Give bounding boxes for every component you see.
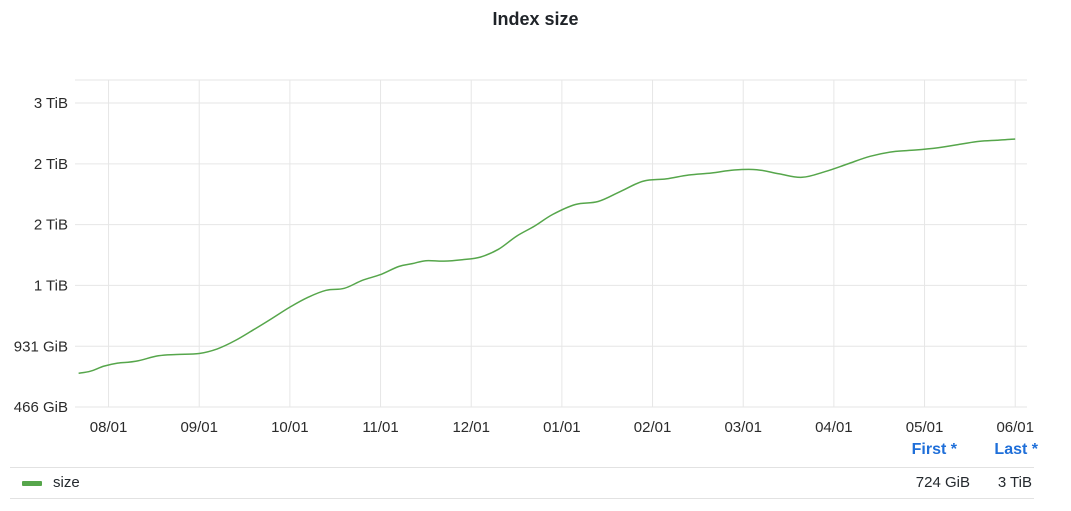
y-tick-label: 3 TiB <box>34 95 68 112</box>
x-tick-label: 05/01 <box>906 419 944 436</box>
legend-value-last: 3 TiB <box>997 474 1032 491</box>
y-tick-label: 1 TiB <box>34 277 68 294</box>
line-chart: 466 GiB 931 GiB 1 TiB 2 TiB 2 TiB 3 TiB 08/01… <box>14 79 1034 436</box>
legend-swatch-size <box>22 481 42 486</box>
x-axis-ticks: 08/01 09/01 10/01 11/01 12/01 01/01 02/01 03/01… <box>90 419 1034 436</box>
legend-series-name[interactable]: size <box>53 474 80 491</box>
legend-header-first[interactable]: First * <box>911 441 957 458</box>
y-tick-label: 2 TiB <box>34 156 68 173</box>
legend-divider-bottom <box>10 498 1034 499</box>
x-tick-label: 09/01 <box>180 419 218 436</box>
legend-value-first: 724 GiB <box>915 474 970 491</box>
x-tick-label: 02/01 <box>634 419 672 436</box>
y-axis-ticks: 466 GiB 931 GiB 1 TiB 2 TiB 2 TiB 3 TiB <box>14 95 68 416</box>
y-tick-label: 931 GiB <box>14 338 68 355</box>
x-tick-label: 11/01 <box>362 419 398 436</box>
legend-divider-top <box>10 467 1034 468</box>
legend-header-last[interactable]: Last * <box>994 441 1038 458</box>
y-tick-label: 2 TiB <box>34 217 68 234</box>
x-tick-label: 06/01 <box>996 419 1034 436</box>
x-tick-label: 04/01 <box>815 419 853 436</box>
x-tick-label: 12/01 <box>452 419 490 436</box>
x-tick-label: 10/01 <box>271 419 309 436</box>
series-lines <box>78 138 1016 375</box>
grid-lines <box>75 79 1027 408</box>
y-tick-label: 466 GiB <box>14 399 68 416</box>
x-tick-label: 03/01 <box>724 419 762 436</box>
chart-title: Index size <box>492 9 579 29</box>
x-tick-label: 01/01 <box>543 419 581 436</box>
x-tick-label: 08/01 <box>90 419 128 436</box>
series-line-size <box>78 138 1016 375</box>
legend-row-size[interactable]: size 724 GiB 3 TiB <box>10 468 1034 498</box>
